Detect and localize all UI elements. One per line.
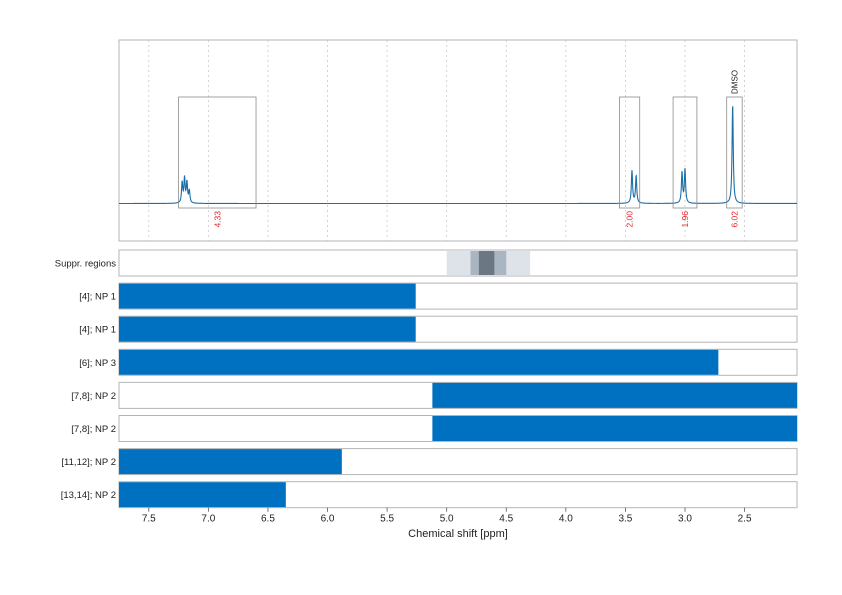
annotation-bar — [119, 482, 286, 508]
integral-box — [178, 96, 257, 209]
x-tick-label: 7.5 — [142, 514, 156, 525]
suppr-band — [478, 251, 495, 275]
integral-box — [726, 96, 743, 209]
annotation-bar — [432, 382, 797, 408]
annotation-row-label: [7,8]; NP 2 — [71, 424, 116, 435]
x-axis-title: Chemical shift [ppm] — [408, 528, 508, 540]
spectrum-frame — [118, 39, 798, 242]
annotation-row-label: [4]; NP 1 — [79, 292, 116, 303]
x-tick-label: 3.0 — [678, 514, 692, 525]
x-tick-label: 4.5 — [499, 514, 513, 525]
annotation-rows-panel: Suppr. regions [4]; NP 1 [4]; NP 1 [6]; NP … — [55, 249, 798, 509]
annotation-bar — [432, 416, 797, 441]
integral-label: 1.96 — [680, 211, 690, 228]
annotation-row-label: [13,14]; NP 2 — [61, 490, 116, 501]
x-tick-label: 2.5 — [738, 514, 752, 525]
annotation-row-label: [4]; NP 1 — [79, 325, 116, 336]
spectrum-panel: 4.33 2.00 1.96 6.02 DMSO — [118, 39, 798, 242]
annotation-row-label: [7,8]; NP 2 — [71, 391, 116, 402]
annotation-bar — [119, 283, 416, 309]
integral-label: 2.00 — [625, 211, 635, 228]
x-tick-label: 5.5 — [380, 514, 394, 525]
x-tick-label: 6.0 — [321, 514, 335, 525]
x-tick-label: 6.5 — [261, 514, 275, 525]
integral-annotation: DMSO — [730, 70, 739, 94]
annotation-bar — [119, 449, 342, 475]
integral-label: 4.33 — [212, 211, 222, 228]
annotation-bar — [119, 316, 416, 342]
annotation-row-label: [6]; NP 3 — [79, 358, 116, 369]
integral-label: 6.02 — [729, 211, 739, 228]
integral-box — [672, 96, 698, 209]
annotation-bar — [119, 349, 719, 375]
x-tick-label: 4.0 — [559, 514, 573, 525]
integral-box — [619, 96, 641, 209]
x-tick-label: 7.0 — [201, 514, 215, 525]
x-tick-label: 3.5 — [618, 514, 632, 525]
suppr-row-label: Suppr. regions — [55, 259, 117, 270]
x-axis: 7.5 7.0 6.5 6.0 5.5 5.0 4.5 4.0 3.5 3.0 2.5 — [142, 507, 752, 525]
annotation-row-label: [11,12]; NP 2 — [61, 457, 116, 468]
x-tick-label: 5.0 — [440, 514, 454, 525]
spectrum-trace — [119, 106, 797, 205]
